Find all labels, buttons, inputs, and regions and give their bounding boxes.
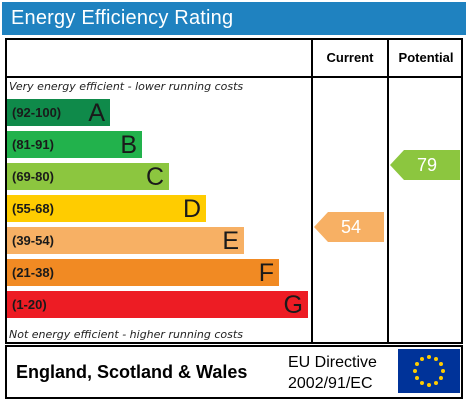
current-arrow-shape bbox=[314, 212, 384, 242]
band-e: (39-54) E bbox=[7, 227, 244, 255]
band-c: (69-80) C bbox=[7, 163, 169, 191]
band-f-letter: F bbox=[258, 259, 274, 287]
band-g: (1-20) G bbox=[7, 291, 308, 319]
band-e-letter: E bbox=[222, 227, 239, 255]
page-title: Energy Efficiency Rating bbox=[11, 7, 234, 29]
band-c-letter: C bbox=[145, 163, 164, 191]
eu-flag-graphic bbox=[398, 349, 460, 393]
title-bar: Energy Efficiency Rating bbox=[2, 2, 466, 35]
potential-rating-value: 79 bbox=[417, 155, 438, 175]
footer-country: England, Scotland & Wales bbox=[16, 362, 248, 382]
eu-flag-icon bbox=[398, 349, 460, 393]
band-d-range: (55-68) bbox=[12, 201, 54, 216]
column-divider-potential bbox=[387, 38, 389, 344]
band-a-letter: A bbox=[88, 99, 105, 127]
band-b-range: (81-91) bbox=[12, 137, 54, 152]
band-f-range: (21-38) bbox=[12, 265, 54, 280]
current-rating-value: 54 bbox=[341, 217, 362, 237]
band-d-letter: D bbox=[182, 195, 201, 223]
directive-line-1: EU Directive bbox=[288, 354, 377, 371]
column-divider-current bbox=[311, 38, 313, 344]
potential-column-header: Potential bbox=[398, 50, 454, 65]
current-rating-arrow: 54 bbox=[314, 212, 384, 242]
band-d: (55-68) D bbox=[7, 195, 206, 223]
potential-rating-arrow: 79 bbox=[390, 150, 460, 180]
band-f: (21-38) F bbox=[7, 259, 279, 287]
top-note: Very energy efficient - lower running co… bbox=[9, 80, 244, 93]
header-divider bbox=[5, 76, 463, 78]
footer-directive: EU Directive 2002/91/EC bbox=[288, 352, 377, 394]
band-g-range: (1-20) bbox=[12, 297, 47, 312]
band-a-range: (92-100) bbox=[12, 105, 62, 120]
band-b: (81-91) B bbox=[7, 131, 142, 159]
footer bbox=[5, 345, 463, 399]
band-g-letter: G bbox=[283, 291, 303, 319]
band-c-range: (69-80) bbox=[12, 169, 54, 184]
band-b-letter: B bbox=[120, 131, 137, 159]
directive-line-2: 2002/91/EC bbox=[288, 375, 373, 392]
rating-chart bbox=[5, 38, 463, 344]
potential-arrow-shape bbox=[390, 150, 460, 180]
band-e-range: (39-54) bbox=[12, 233, 54, 248]
bottom-note: Not energy efficient - higher running co… bbox=[9, 328, 243, 341]
band-a: (92-100) A bbox=[7, 99, 110, 127]
current-column-header: Current bbox=[326, 50, 374, 65]
